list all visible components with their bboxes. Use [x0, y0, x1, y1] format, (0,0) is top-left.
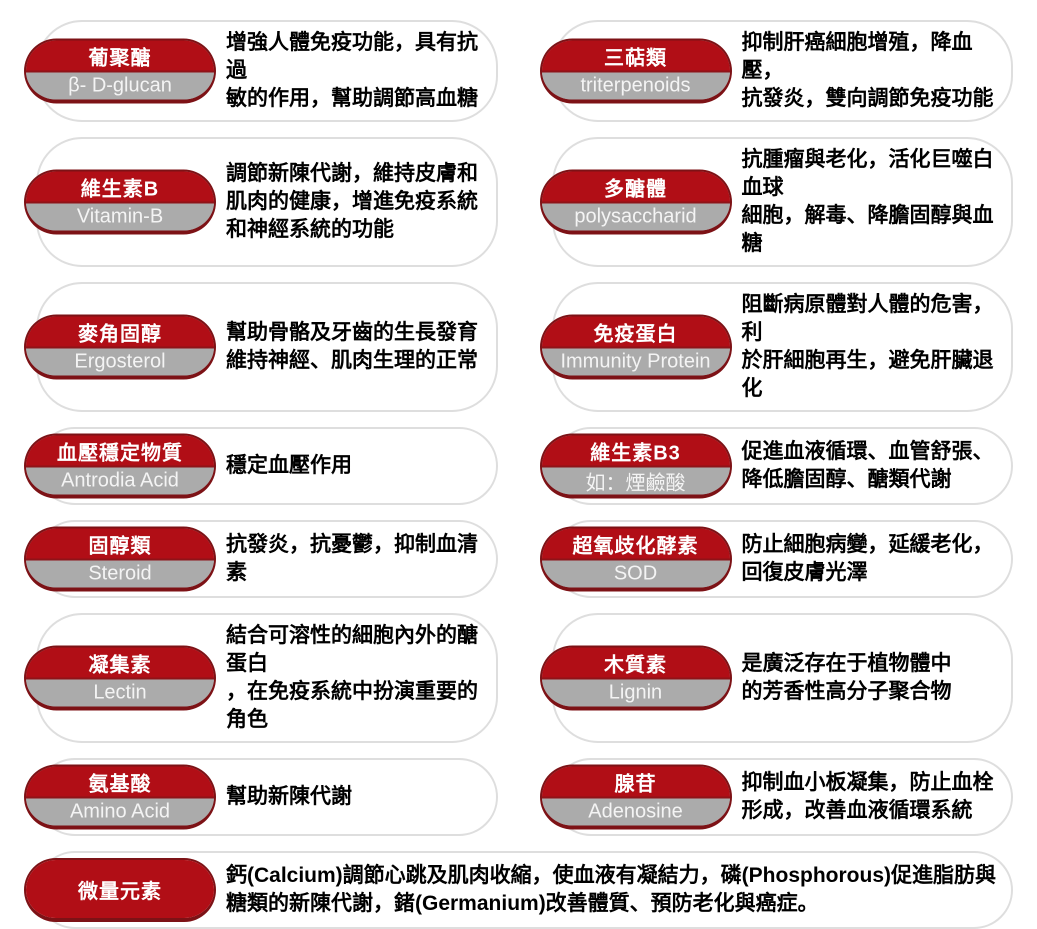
nutrient-badge: 微量元素	[24, 858, 216, 922]
nutrient-description: 幫助骨骼及牙齒的生長發育 維持神經、肌肉生理的正常	[226, 321, 478, 372]
nutrient-card-trace-elements: 微量元素 鈣(Calcium)調節心跳及肌肉收縮，使血液有凝結力，磷(Phosp…	[24, 851, 1013, 929]
nutrient-card-glucan: 葡聚醣 β- D-glucan 增強人體免疫功能，具有抗過 敏的作用，幫助調節高…	[24, 20, 498, 122]
nutrient-description: 幫助新陳代謝	[226, 785, 352, 808]
nutrient-card-vitamin-b3: 維生素B3 如：煙鹼酸 促進血液循環、血管舒張、 降低膽固醇、醣類代謝	[539, 427, 1013, 505]
nutrient-name-en: Lectin	[26, 679, 214, 707]
nutrient-description: 鈣(Calcium)調節心跳及肌肉收縮，使血液有凝結力，磷(Phosphorou…	[226, 864, 996, 915]
nutrient-card-amino-acid: 氨基酸 Amino Acid 幫助新陳代謝	[24, 758, 498, 836]
nutrient-description: 抗腫瘤與老化，活化巨噬白血球 細胞，解毒、降膽固醇與血糖	[741, 148, 994, 255]
nutrient-name-en: Adenosine	[541, 798, 730, 826]
nutrient-name-en: Ergosterol	[26, 348, 214, 376]
nutrient-card-steroid: 固醇類 Steroid 抗發炎，抗憂鬱，抑制血清素	[24, 520, 498, 598]
nutrient-badge: 氨基酸 Amino Acid	[24, 764, 216, 830]
nutrient-description: 穩定血壓作用	[226, 454, 352, 477]
nutrient-badge: 葡聚醣 β- D-glucan	[24, 38, 216, 104]
nutrient-infographic: 葡聚醣 β- D-glucan 增強人體免疫功能，具有抗過 敏的作用，幫助調節高…	[24, 20, 1013, 929]
nutrient-name-zh: 木質素	[541, 647, 730, 680]
nutrient-card-adenosine: 腺苷 Adenosine 抑制血小板凝集，防止血栓 形成，改善血液循環系統	[539, 758, 1013, 836]
nutrient-name-zh: 超氧歧化酵素	[541, 528, 730, 561]
nutrient-badge: 維生素B Vitamin-B	[24, 169, 216, 235]
nutrient-name-zh: 腺苷	[541, 766, 730, 799]
nutrient-name-zh: 免疫蛋白	[541, 316, 730, 349]
nutrient-description: 調節新陳代謝，維持皮膚和 肌肉的健康，增進免疫系統 和神經系統的功能	[226, 162, 478, 241]
nutrient-name-zh: 微量元素	[26, 860, 214, 918]
nutrient-name-en: SOD	[541, 560, 730, 588]
nutrient-name-en: Amino Acid	[26, 798, 214, 826]
nutrient-card-ergosterol: 麥角固醇 Ergosterol 幫助骨骼及牙齒的生長發育 維持神經、肌肉生理的正…	[24, 282, 498, 412]
nutrient-description: 阻斷病原體對人體的危害，利 於肝細胞再生，避免肝臟退化	[741, 293, 994, 400]
nutrient-card-vitamin-b: 維生素B Vitamin-B 調節新陳代謝，維持皮膚和 肌肉的健康，增進免疫系統…	[24, 137, 498, 267]
nutrient-badge: 木質素 Lignin	[539, 645, 732, 711]
nutrient-badge: 血壓穩定物質 Antrodia Acid	[24, 433, 216, 499]
nutrient-description: 防止細胞病變，延緩老化， 回復皮膚光澤	[741, 533, 994, 584]
nutrient-card-triterpenoids: 三萜類 triterpenoids 抑制肝癌細胞增殖，降血壓， 抗發炎，雙向調節…	[539, 20, 1013, 122]
nutrient-badge: 凝集素 Lectin	[24, 645, 216, 711]
nutrient-name-en: Steroid	[26, 560, 214, 588]
nutrient-description: 增強人體免疫功能，具有抗過 敏的作用，幫助調節高血糖	[226, 31, 478, 110]
nutrient-name-zh: 維生素B	[26, 171, 214, 204]
nutrient-name-en: Lignin	[541, 679, 730, 707]
nutrient-name-en: β- D-glucan	[26, 72, 214, 100]
nutrient-card-immunity-protein: 免疫蛋白 Immunity Protein 阻斷病原體對人體的危害，利 於肝細胞…	[539, 282, 1013, 412]
nutrient-badge: 腺苷 Adenosine	[539, 764, 732, 830]
nutrient-name-zh: 麥角固醇	[26, 316, 214, 349]
nutrient-name-en: 如：煙鹼酸	[541, 467, 730, 495]
nutrient-name-en: Vitamin-B	[26, 203, 214, 231]
nutrient-description: 是廣泛存在于植物體中 的芳香性高分子聚合物	[741, 652, 952, 703]
nutrient-badge: 三萜類 triterpenoids	[539, 38, 732, 104]
nutrient-badge: 超氧歧化酵素 SOD	[539, 526, 732, 592]
nutrient-name-zh: 維生素B3	[541, 435, 730, 468]
nutrient-name-en: polysaccharid	[541, 203, 730, 231]
nutrient-name-zh: 氨基酸	[26, 766, 214, 799]
nutrient-card-lectin: 凝集素 Lectin 結合可溶性的細胞內外的醣蛋白 ，在免疫系統中扮演重要的角色	[24, 613, 498, 743]
nutrient-grid: 葡聚醣 β- D-glucan 增強人體免疫功能，具有抗過 敏的作用，幫助調節高…	[22, 20, 1013, 929]
nutrient-description: 促進血液循環、血管舒張、 降低膽固醇、醣類代謝	[741, 440, 994, 491]
nutrient-badge: 多醣體 polysaccharid	[539, 169, 732, 235]
nutrient-card-sod: 超氧歧化酵素 SOD 防止細胞病變，延緩老化， 回復皮膚光澤	[539, 520, 1013, 598]
nutrient-name-zh: 三萜類	[541, 40, 730, 73]
nutrient-badge: 免疫蛋白 Immunity Protein	[539, 314, 732, 380]
nutrient-badge: 維生素B3 如：煙鹼酸	[539, 433, 732, 499]
nutrient-description: 抑制血小板凝集，防止血栓 形成，改善血液循環系統	[741, 771, 994, 822]
nutrient-name-zh: 多醣體	[541, 171, 730, 204]
nutrient-badge: 麥角固醇 Ergosterol	[24, 314, 216, 380]
nutrient-name-zh: 固醇類	[26, 528, 214, 561]
nutrient-name-zh: 血壓穩定物質	[26, 435, 214, 468]
nutrient-description: 結合可溶性的細胞內外的醣蛋白 ，在免疫系統中扮演重要的角色	[226, 624, 478, 731]
nutrient-name-zh: 葡聚醣	[26, 40, 214, 73]
nutrient-name-en: triterpenoids	[541, 72, 730, 100]
nutrient-name-en: Immunity Protein	[541, 348, 730, 376]
nutrient-card-polysaccharid: 多醣體 polysaccharid 抗腫瘤與老化，活化巨噬白血球 細胞，解毒、降…	[539, 137, 1013, 267]
nutrient-card-antrodia-acid: 血壓穩定物質 Antrodia Acid 穩定血壓作用	[24, 427, 498, 505]
nutrient-description: 抑制肝癌細胞增殖，降血壓， 抗發炎，雙向調節免疫功能	[741, 31, 994, 110]
nutrient-badge: 固醇類 Steroid	[24, 526, 216, 592]
nutrient-name-en: Antrodia Acid	[26, 467, 214, 495]
nutrient-card-lignin: 木質素 Lignin 是廣泛存在于植物體中 的芳香性高分子聚合物	[539, 613, 1013, 743]
nutrient-description: 抗發炎，抗憂鬱，抑制血清素	[226, 533, 478, 584]
nutrient-name-zh: 凝集素	[26, 647, 214, 680]
